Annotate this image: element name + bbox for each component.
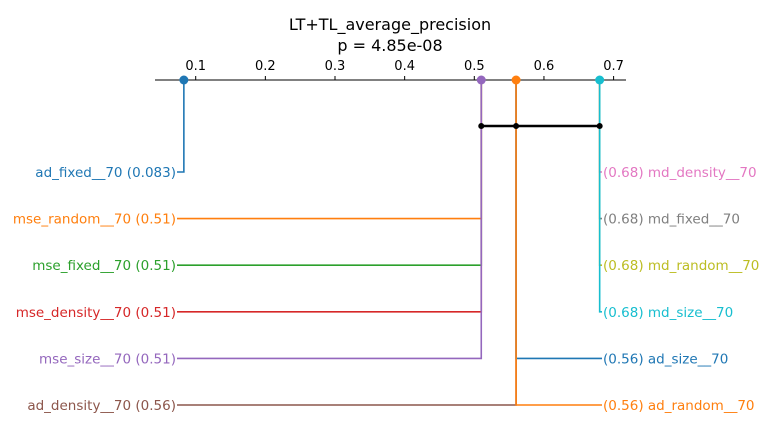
tick-label: 0.2	[255, 59, 276, 74]
rank-marker	[595, 75, 605, 85]
tick-label: 0.5	[464, 59, 485, 74]
rank-marker	[179, 75, 189, 85]
right-method-label: (0.68) md_size__70	[603, 305, 733, 321]
left-method-label: ad_density__70 (0.56)	[27, 398, 176, 414]
connector-line	[177, 80, 517, 406]
right-method-label: (0.68) md_density__70	[603, 165, 757, 181]
tick-label: 0.4	[394, 59, 415, 74]
clique-point	[478, 123, 485, 129]
right-method-label: (0.68) md_random__70	[603, 258, 759, 274]
left-method-label: mse_density__70 (0.51)	[16, 305, 176, 321]
right-method-label: (0.56) ad_random__70	[603, 398, 755, 414]
tick-label: 0.6	[534, 59, 555, 74]
left-method-label: mse_fixed__70 (0.51)	[32, 258, 176, 274]
connector-line	[177, 80, 483, 220]
clique-point	[513, 123, 520, 129]
clique-point	[596, 123, 603, 129]
right-method-label: (0.56) ad_size__70	[603, 351, 728, 367]
tick-label: 0.7	[603, 59, 624, 74]
chart-subtitle: p = 4.85e-08	[337, 36, 442, 55]
connector-line	[515, 80, 602, 360]
tick-label: 0.3	[325, 59, 346, 74]
connector-line	[177, 80, 483, 360]
connector-line	[177, 80, 483, 267]
right-method-label: (0.68) md_fixed__70	[603, 212, 740, 228]
connector-line	[177, 80, 483, 313]
left-method-label: ad_fixed__70 (0.083)	[35, 165, 176, 181]
rank-marker	[511, 75, 521, 85]
connector-line	[177, 80, 185, 173]
tick-label: 0.1	[185, 59, 206, 74]
connector-line	[515, 80, 602, 406]
connector-line	[598, 80, 602, 313]
left-method-label: mse_random__70 (0.51)	[13, 212, 176, 228]
rank-marker	[476, 75, 486, 85]
chart-title: LT+TL_average_precision	[289, 15, 491, 35]
left-method-label: mse_size__70 (0.51)	[39, 351, 176, 367]
